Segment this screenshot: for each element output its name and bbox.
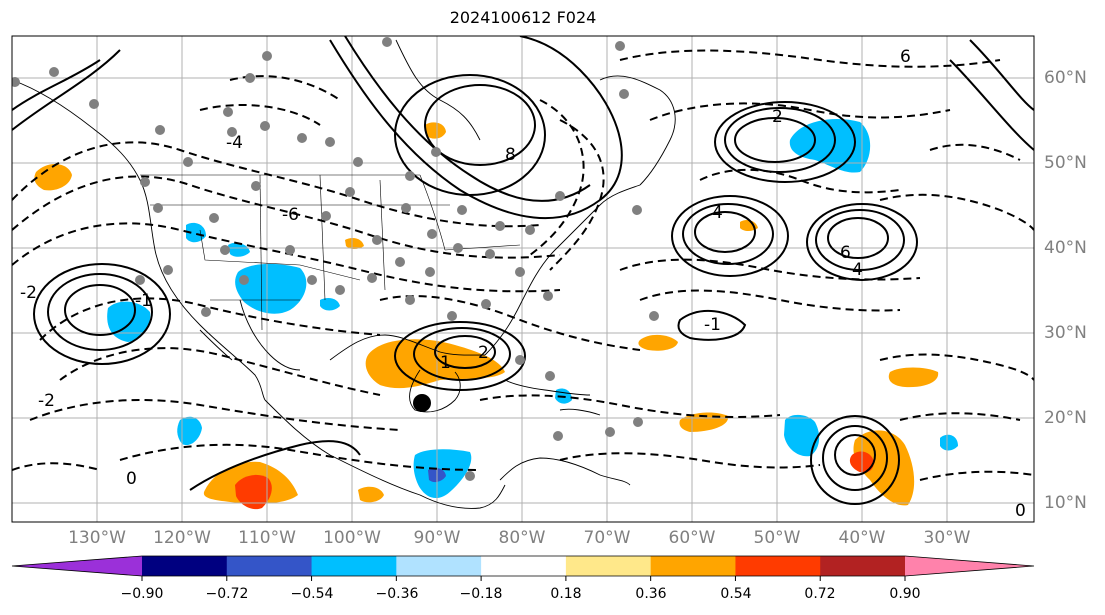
contour-label: -4: [226, 133, 243, 153]
shade-orange-6: [358, 486, 384, 503]
shade-pacific-red: [235, 474, 272, 510]
shade-blue-5: [235, 263, 307, 314]
lat-label-10n: 10°N: [1044, 493, 1087, 513]
shade-blue-2: [784, 414, 820, 457]
colorbar-segment: [226, 556, 313, 576]
lon-label-50w: 50°W: [753, 528, 801, 548]
colorbar-segment: [481, 556, 567, 576]
dashed-contours: [12, 49, 1034, 481]
contour-label: 0: [1015, 501, 1026, 521]
colorbar-segment: [311, 556, 397, 576]
colorbar-tick-label: −0.90: [120, 586, 164, 602]
contour-label: 6: [900, 47, 911, 67]
contour-label: -2: [20, 283, 37, 303]
lat-label-40n: 40°N: [1044, 238, 1087, 258]
colorbar-tick-label: −0.72: [205, 586, 249, 602]
contour-label: 4: [712, 203, 723, 223]
storm-center-marker: [413, 394, 431, 412]
colorbar-tick-label: 0.72: [804, 586, 836, 602]
colorbar-extend-low: [12, 556, 142, 576]
contour-label: 4: [852, 260, 863, 280]
colorbar: [11, 555, 1035, 581]
gridlines: [12, 36, 1034, 522]
map-title: 2024100612 F024: [449, 8, 597, 27]
colorbar-tick-label: −0.36: [375, 586, 419, 602]
colorbar-tick-label: 0.90: [889, 586, 921, 602]
colorbar-tick-label: 0.36: [635, 586, 667, 602]
lon-label-30w: 30°W: [923, 528, 971, 548]
shade-blue-7: [177, 416, 202, 446]
shade-blue-1: [789, 119, 871, 173]
contour-label: 2: [478, 343, 489, 363]
lon-label-100w: 100°W: [323, 528, 381, 548]
shade-orange-7: [345, 238, 364, 249]
shade-blue-11: [228, 242, 250, 257]
colorbar-segment: [650, 556, 736, 576]
colorbar-segment: [735, 556, 821, 576]
lon-label-40w: 40°W: [838, 528, 886, 548]
colorbar-extend-high: [905, 556, 1034, 576]
lon-label-110w: 110°W: [238, 528, 296, 548]
contour-label: 1: [440, 353, 451, 373]
lat-label-20n: 20°N: [1044, 408, 1087, 428]
shade-orange-4: [34, 164, 72, 191]
contour-label: 8: [505, 145, 516, 165]
colorbar-tick-label: −0.18: [459, 586, 503, 602]
shade-orange-5: [425, 122, 446, 139]
shade-atlantic-orange: [853, 430, 915, 506]
shade-orange-1: [888, 367, 939, 388]
contour-labels: 2 4 6 8 -1 -2 -4 -6 0 1 2 4 6 -1 -2 0: [20, 47, 1026, 521]
lat-label-50n: 50°N: [1044, 153, 1087, 173]
colorbar-segment: [142, 556, 228, 576]
map-frame: [11, 35, 1035, 523]
contour-label: -6: [282, 205, 299, 225]
contour-label: -1: [135, 291, 152, 311]
contour-label: 0: [126, 469, 137, 489]
colorbar-tick-label: 0.54: [720, 586, 752, 602]
colorbar-segment: [396, 556, 482, 576]
shade-orange-3: [638, 334, 678, 351]
coastlines: [12, 39, 676, 509]
colorbar-segment: [565, 556, 652, 576]
borders: [140, 174, 521, 331]
contour-label: -1: [704, 315, 721, 335]
colorbar-tick-label: −0.54: [290, 586, 334, 602]
contour-label: 6: [840, 243, 851, 263]
lon-label-60w: 60°W: [668, 528, 716, 548]
lon-label-130w: 130°W: [68, 528, 126, 548]
shade-gulf-orange: [365, 339, 505, 389]
lat-label-60n: 60°N: [1044, 68, 1087, 88]
contour-label: 2: [772, 107, 783, 127]
station-dots: [12, 37, 659, 481]
lon-label-80w: 80°W: [498, 528, 546, 548]
shade-blue-10: [940, 434, 958, 451]
lon-label-120w: 120°W: [153, 528, 211, 548]
solid-contours: [12, 36, 1034, 505]
lon-label-90w: 90°W: [413, 528, 461, 548]
lat-label-30n: 30°N: [1044, 323, 1087, 343]
contour-label: -2: [38, 391, 55, 411]
colorbar-segment: [820, 556, 906, 576]
shade-blue-12: [320, 298, 340, 311]
colorbar-tick-label: 0.18: [550, 586, 582, 602]
lon-label-70w: 70°W: [583, 528, 631, 548]
